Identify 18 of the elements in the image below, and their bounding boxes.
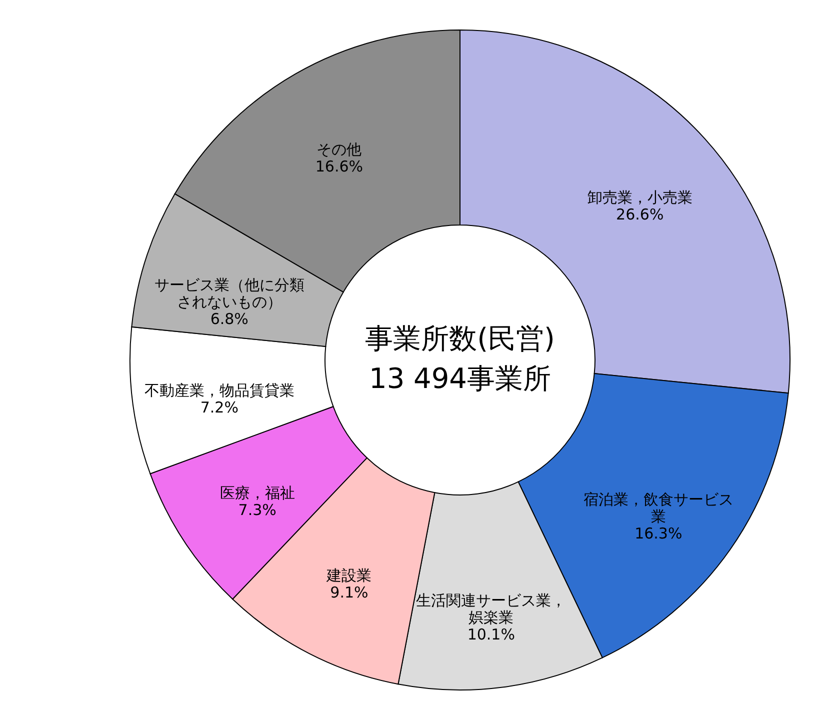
data-label: 10.1% xyxy=(467,625,515,644)
data-label: 16.3% xyxy=(634,524,682,542)
data-label: 6.8% xyxy=(210,310,248,328)
slice-label: 不動産業，物品賃貸業 xyxy=(144,381,294,400)
slice-label: サービス業（他に分類されないもの） xyxy=(154,276,304,312)
data-label: 9.1% xyxy=(330,584,368,602)
data-label: 26.6% xyxy=(616,205,664,224)
slice-label: 建設業 xyxy=(326,566,372,585)
text: 事業所数(民営) xyxy=(365,322,555,355)
slice-label: その他 xyxy=(316,140,362,159)
slice-label: 医療，福祉 xyxy=(220,484,295,502)
slice-label: 卸売業，小売業 xyxy=(587,188,692,206)
slice-label: 宿泊業，飲食サービス業 xyxy=(583,490,734,526)
slice-label: 生活関連サービス業，娯楽業 xyxy=(416,591,566,626)
text: 13 494事業所 xyxy=(369,362,551,395)
data-label: 7.2% xyxy=(200,398,238,416)
data-label: 16.6% xyxy=(315,158,364,176)
data-label: 7.3% xyxy=(238,501,276,520)
